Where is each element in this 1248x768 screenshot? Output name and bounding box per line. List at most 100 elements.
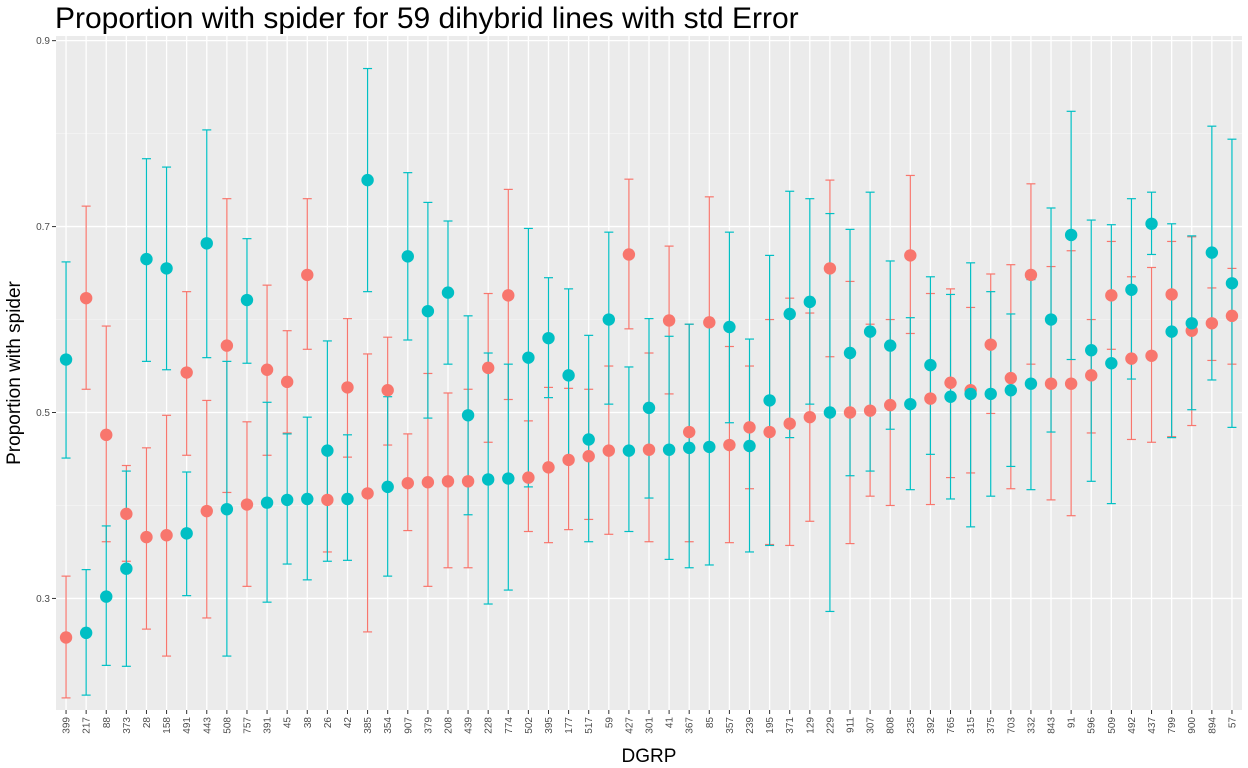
data-point xyxy=(703,316,716,329)
data-point xyxy=(723,438,736,452)
data-point xyxy=(401,476,414,490)
data-point xyxy=(582,433,595,446)
data-point xyxy=(100,428,113,442)
data-point xyxy=(1125,283,1138,296)
data-point xyxy=(59,631,73,644)
data-point xyxy=(461,475,475,488)
x-tick-label: 57 xyxy=(1227,717,1238,729)
data-point xyxy=(803,410,817,424)
data-point xyxy=(1085,344,1098,357)
x-tick-label: 375 xyxy=(986,717,997,734)
data-point xyxy=(522,471,535,484)
data-point xyxy=(662,443,676,456)
data-point xyxy=(723,320,736,334)
data-point xyxy=(401,250,414,263)
data-point xyxy=(602,444,615,457)
y-axis-title: Proportion with spider xyxy=(4,280,25,464)
x-tick-label: 907 xyxy=(403,717,414,734)
x-tick-label: 371 xyxy=(785,717,796,734)
data-point xyxy=(361,173,374,187)
data-point xyxy=(421,476,435,489)
x-tick-label: 177 xyxy=(564,717,575,734)
data-point xyxy=(823,262,837,275)
x-tick-label: 439 xyxy=(464,717,475,734)
data-point xyxy=(1044,313,1058,326)
x-tick-label: 808 xyxy=(886,717,897,734)
data-point xyxy=(783,307,796,321)
data-point xyxy=(642,443,656,456)
data-point xyxy=(341,381,354,394)
x-tick-label: 395 xyxy=(544,717,555,734)
data-point xyxy=(743,439,756,453)
data-point xyxy=(863,404,877,417)
data-point xyxy=(441,286,455,299)
data-point xyxy=(924,392,937,405)
data-point xyxy=(884,398,897,412)
data-point xyxy=(1105,357,1118,370)
data-point xyxy=(763,425,776,439)
data-point xyxy=(381,383,394,397)
data-point xyxy=(200,237,213,250)
data-point xyxy=(863,325,877,338)
x-tick-label: 911 xyxy=(846,717,857,733)
x-tick-label: 239 xyxy=(745,717,756,734)
data-point xyxy=(1064,377,1078,390)
x-tick-label: 492 xyxy=(1127,717,1138,734)
data-point xyxy=(904,249,917,262)
data-points xyxy=(59,173,1239,644)
data-point xyxy=(441,475,455,488)
data-point xyxy=(984,338,997,351)
y-tick-label: 0.5 xyxy=(36,408,50,419)
data-point xyxy=(602,313,615,326)
x-tick-label: 774 xyxy=(504,717,515,734)
x-tick-label: 354 xyxy=(383,717,394,734)
chart-title: Proportion with spider for 59 dihybrid l… xyxy=(55,2,799,35)
x-tick-label: 357 xyxy=(725,717,736,734)
x-tick-label: 41 xyxy=(665,717,676,729)
x-tick-label: 509 xyxy=(1107,717,1118,734)
x-tick-label: 26 xyxy=(323,717,334,729)
data-point xyxy=(622,444,636,457)
x-tick-label: 229 xyxy=(825,717,836,734)
x-tick-label: 315 xyxy=(966,717,977,734)
y-tick-label: 0.9 xyxy=(36,36,50,47)
x-tick-label: 195 xyxy=(765,717,776,734)
data-point xyxy=(582,450,595,463)
data-point xyxy=(1225,309,1239,323)
data-point xyxy=(522,351,535,364)
data-point xyxy=(763,394,776,407)
data-point xyxy=(924,358,937,372)
x-tick-label: 373 xyxy=(122,717,133,734)
data-point xyxy=(1024,268,1038,282)
x-tick-label: 301 xyxy=(645,717,656,734)
data-point xyxy=(301,268,314,282)
x-tick-label: 703 xyxy=(1006,717,1017,734)
data-point xyxy=(1004,371,1018,385)
data-point xyxy=(964,387,977,401)
data-point xyxy=(260,496,274,509)
x-tick-label: 28 xyxy=(142,717,153,729)
data-point xyxy=(160,262,173,275)
data-point xyxy=(984,387,997,401)
x-tick-label: 508 xyxy=(222,717,233,734)
data-point xyxy=(1145,349,1158,363)
x-tick-label: 307 xyxy=(866,717,877,734)
data-point xyxy=(542,461,555,474)
x-tick-label: 208 xyxy=(443,717,454,734)
x-tick-label: 45 xyxy=(283,717,294,729)
data-point xyxy=(662,314,676,327)
data-point xyxy=(783,417,796,430)
data-point xyxy=(220,339,234,352)
x-tick-label: 158 xyxy=(162,717,173,734)
x-tick-label: 437 xyxy=(1147,717,1158,734)
data-point xyxy=(823,406,837,419)
x-tick-label: 443 xyxy=(202,717,213,734)
data-point xyxy=(200,504,213,518)
data-point xyxy=(180,527,193,540)
x-tick-label: 391 xyxy=(263,717,274,734)
x-tick-label: 427 xyxy=(624,717,635,734)
axis-ticks xyxy=(52,40,1233,714)
x-tick-label: 392 xyxy=(926,717,937,734)
data-point xyxy=(301,492,314,506)
x-tick-label: 517 xyxy=(584,717,595,734)
